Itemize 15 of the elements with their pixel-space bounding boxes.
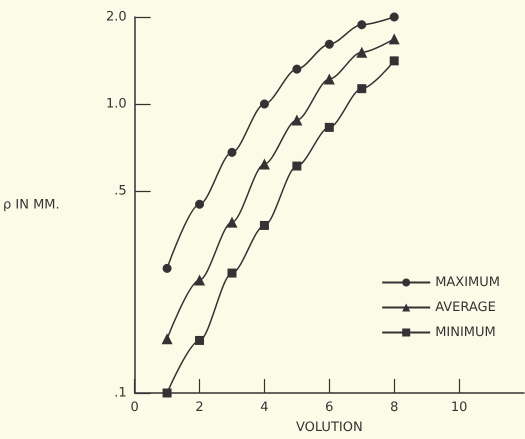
legend-label: MINIMUM [435, 325, 496, 340]
y-tick-label: 2.0 [106, 10, 127, 24]
x-tick-label: 10 [450, 400, 468, 415]
y-tick-label: .1 [114, 386, 127, 400]
x-tick-label: 0 [130, 400, 139, 415]
legend-label: AVERAGE [435, 300, 496, 315]
y-axis-title: ρ IN MM. [3, 198, 60, 212]
y-tick-label: 1.0 [106, 96, 127, 112]
x-axis-title: VOLUTION [296, 420, 363, 435]
y-tick-label: .5 [114, 183, 127, 198]
x-tick-label: 6 [325, 400, 334, 415]
x-tick-label: 2 [195, 400, 204, 415]
legend-label: MAXIMUM [435, 275, 500, 290]
x-tick-label: 8 [390, 400, 398, 415]
x-tick-label: 4 [260, 400, 269, 415]
